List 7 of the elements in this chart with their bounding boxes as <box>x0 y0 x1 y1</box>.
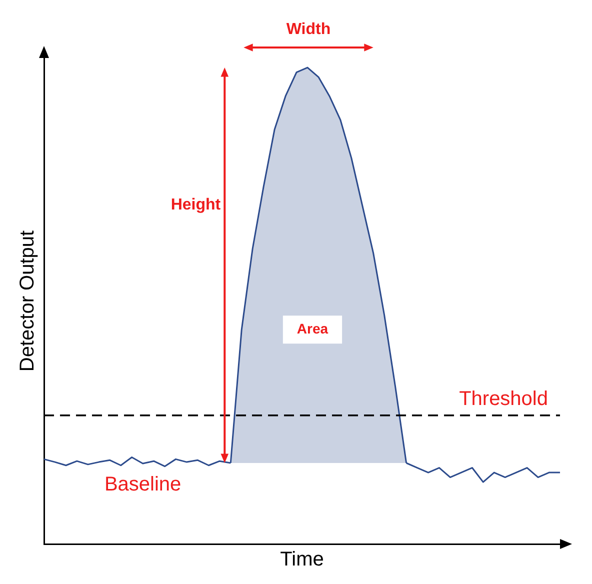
ref-line-label: Threshold <box>459 388 548 410</box>
annotation: Baseline <box>104 474 182 496</box>
annotation: Height <box>170 196 222 214</box>
x-axis-title: Time <box>280 548 324 571</box>
annotation: Area <box>296 320 328 336</box>
text: Width <box>286 20 331 38</box>
y-axis-title: Detector Output <box>16 230 39 372</box>
